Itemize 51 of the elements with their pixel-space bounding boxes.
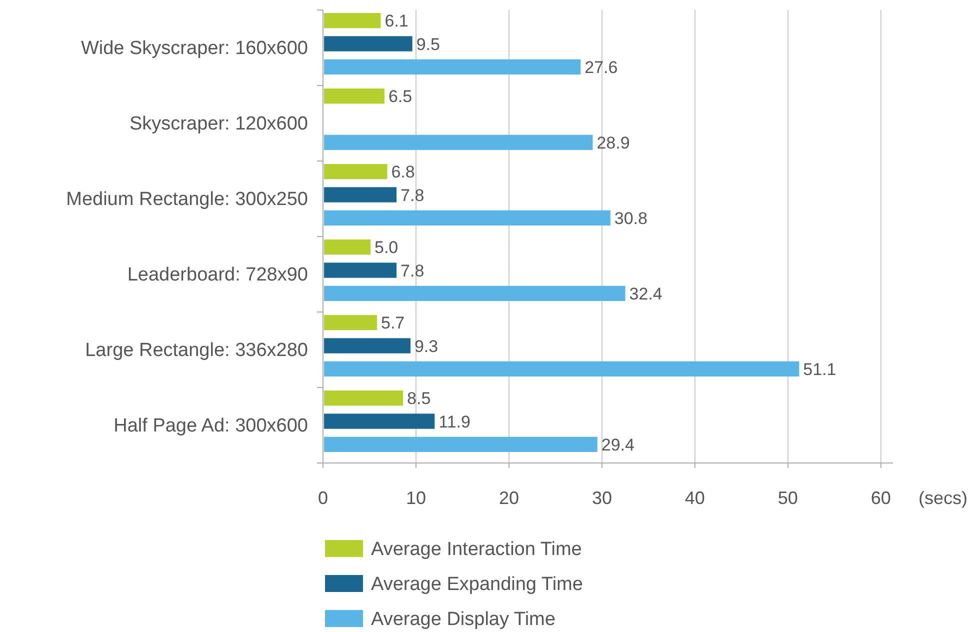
data-label: 7.8 bbox=[400, 261, 424, 280]
data-label: 5.7 bbox=[381, 314, 405, 333]
legend-label: Average Interaction Time bbox=[371, 539, 582, 560]
x-tick-label: 30 bbox=[592, 488, 612, 508]
data-label: 30.8 bbox=[614, 208, 648, 228]
data-label: 6.1 bbox=[384, 12, 408, 31]
x-tick-label: 60 bbox=[870, 488, 891, 508]
data-label: 6.5 bbox=[388, 87, 412, 106]
bar bbox=[324, 286, 626, 301]
bar bbox=[324, 88, 384, 104]
bar bbox=[324, 262, 397, 278]
y-tick-label: Skyscraper: 120x600 bbox=[130, 113, 308, 134]
y-tick-label: Large Rectangle: 336x280 bbox=[85, 340, 308, 361]
bar bbox=[324, 210, 610, 226]
bar bbox=[324, 361, 800, 376]
bar bbox=[324, 13, 381, 28]
y-tick-label: Wide Skyscraper: 160x600 bbox=[80, 38, 308, 59]
x-tick-label: 0 bbox=[318, 488, 328, 508]
bar bbox=[324, 164, 388, 180]
data-label: 9.3 bbox=[414, 336, 438, 356]
bar bbox=[324, 436, 598, 452]
y-tick-label: Half Page Ad: 300x600 bbox=[114, 415, 308, 436]
bar bbox=[324, 187, 397, 202]
bar bbox=[324, 59, 581, 74]
legend-label: Average Expanding Time bbox=[371, 574, 583, 595]
data-label: 32.4 bbox=[629, 284, 662, 304]
bar bbox=[324, 390, 404, 406]
bar bbox=[324, 338, 410, 354]
data-label: 6.8 bbox=[391, 162, 415, 182]
bar bbox=[324, 36, 412, 52]
bar bbox=[324, 134, 593, 150]
x-axis-title: (secs) bbox=[918, 488, 968, 508]
x-tick-label: 20 bbox=[498, 488, 519, 508]
x-tick-label: 50 bbox=[778, 488, 798, 508]
data-label: 28.9 bbox=[596, 133, 630, 152]
bar bbox=[324, 414, 435, 429]
x-tick-label: 10 bbox=[406, 488, 426, 508]
data-label: 29.4 bbox=[601, 435, 634, 454]
data-label: 7.8 bbox=[400, 186, 424, 205]
data-label: 8.5 bbox=[407, 389, 431, 408]
legend-label: Average Display Time bbox=[371, 609, 556, 630]
data-label: 11.9 bbox=[438, 412, 470, 432]
x-tick-label: 40 bbox=[684, 488, 705, 508]
data-label: 27.6 bbox=[584, 58, 618, 77]
bar bbox=[324, 240, 370, 255]
data-label: 51.1 bbox=[803, 360, 836, 379]
bar bbox=[324, 315, 377, 330]
data-label: 9.5 bbox=[416, 34, 440, 54]
data-label: 5.0 bbox=[374, 238, 398, 258]
y-tick-label: Medium Rectangle: 300x250 bbox=[66, 188, 308, 210]
y-tick-label: Leaderboard: 728x90 bbox=[127, 264, 308, 286]
